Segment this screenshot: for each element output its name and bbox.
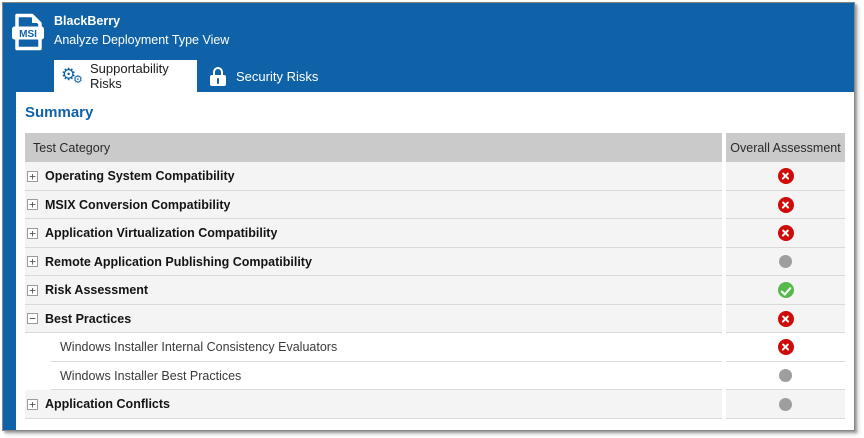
table-row: + Operating System Compatibility bbox=[25, 162, 845, 191]
overall-assessment-cell bbox=[726, 333, 845, 362]
window-subtitle: Analyze Deployment Type View bbox=[54, 33, 230, 47]
overall-assessment-cell bbox=[726, 162, 845, 191]
overall-assessment-cell bbox=[726, 390, 845, 419]
test-category-label: Risk Assessment bbox=[45, 283, 149, 298]
test-category-cell: + Application Virtualization Compatibilit… bbox=[25, 219, 722, 248]
app-window: MSI BlackBerry Analyze Deployment Type V… bbox=[2, 2, 855, 431]
tab-supportability-risks[interactable]: ⚙ ⚙ Supportability Risks bbox=[54, 60, 197, 92]
test-category-cell: Windows Installer Internal Consistency E… bbox=[25, 333, 722, 362]
overall-assessment-cell bbox=[726, 361, 845, 390]
test-category-label: Application Conflicts bbox=[45, 397, 170, 412]
test-category-cell: + Remote Application Publishing Compatibi… bbox=[25, 247, 722, 276]
fail-icon bbox=[777, 196, 794, 213]
overall-assessment-cell bbox=[726, 190, 845, 219]
test-category-label: Windows Installer Best Practices bbox=[60, 368, 242, 383]
tab-security-risks[interactable]: Security Risks bbox=[197, 60, 344, 92]
fail-icon bbox=[777, 339, 794, 356]
overall-assessment-cell bbox=[726, 276, 845, 305]
table-row: + Application Conflicts bbox=[25, 390, 845, 419]
page-title: Summary bbox=[25, 104, 94, 121]
test-category-label: Windows Installer Internal Consistency E… bbox=[60, 340, 338, 355]
expand-icon[interactable]: + bbox=[27, 398, 38, 410]
tab-label: Supportability Risks bbox=[90, 61, 169, 91]
table-row: Windows Installer Best Practices bbox=[25, 361, 845, 390]
overall-assessment-cell bbox=[726, 304, 845, 333]
test-category-label: MSIX Conversion Compatibility bbox=[45, 197, 231, 212]
expand-icon[interactable]: + bbox=[27, 284, 38, 296]
table-row: − Best Practices bbox=[25, 304, 845, 333]
expand-icon[interactable]: + bbox=[27, 256, 38, 268]
table-row: Windows Installer Internal Consistency E… bbox=[25, 333, 845, 362]
fail-icon bbox=[777, 168, 794, 185]
test-category-label: Best Practices bbox=[45, 311, 132, 326]
msi-icon-label: MSI bbox=[19, 29, 37, 40]
table-row: + Risk Assessment bbox=[25, 276, 845, 305]
expand-icon[interactable]: + bbox=[27, 199, 38, 211]
summary-table: Test Category Overall Assessment + Operat… bbox=[25, 133, 845, 419]
test-category-cell: + Operating System Compatibility bbox=[25, 162, 722, 191]
fail-icon bbox=[777, 225, 794, 242]
table-row: + Remote Application Publishing Compatibi… bbox=[25, 247, 845, 276]
pass-icon bbox=[777, 282, 794, 299]
test-category-cell: + Application Conflicts bbox=[25, 390, 722, 419]
tab-label: Security Risks bbox=[236, 68, 319, 84]
neutral-icon bbox=[779, 397, 792, 411]
test-category-label: Application Virtualization Compatibility bbox=[45, 226, 278, 241]
header-titles: BlackBerry Analyze Deployment Type View bbox=[54, 14, 229, 48]
test-category-label: Operating System Compatibility bbox=[45, 169, 235, 184]
left-accent-bar bbox=[3, 92, 16, 430]
msi-file-icon: MSI bbox=[12, 13, 44, 51]
table-body: + Operating System Compatibility + MSIX Con… bbox=[25, 162, 845, 419]
window-title: BlackBerry bbox=[54, 14, 121, 28]
fail-icon bbox=[777, 310, 794, 327]
table-row: + MSIX Conversion Compatibility bbox=[25, 190, 845, 219]
overall-assessment-cell bbox=[726, 247, 845, 276]
column-header-overall-assessment: Overall Assessment bbox=[726, 133, 845, 162]
overall-assessment-cell bbox=[726, 219, 845, 248]
expand-icon[interactable]: + bbox=[27, 170, 38, 182]
table-header-row: Test Category Overall Assessment bbox=[25, 133, 845, 162]
neutral-icon bbox=[779, 369, 792, 383]
test-category-cell: − Best Practices bbox=[25, 304, 722, 333]
test-category-cell: + MSIX Conversion Compatibility bbox=[25, 190, 722, 219]
content-area: Summary Test Category Overall Assessment… bbox=[3, 92, 854, 430]
lock-icon bbox=[210, 66, 226, 86]
test-category-cell: Windows Installer Best Practices bbox=[25, 361, 722, 390]
expand-icon[interactable]: + bbox=[27, 227, 38, 239]
test-category-label: Remote Application Publishing Compatibil… bbox=[45, 254, 312, 269]
collapse-icon[interactable]: − bbox=[27, 313, 38, 325]
window-header: MSI BlackBerry Analyze Deployment Type V… bbox=[3, 3, 854, 60]
gear-icon: ⚙ ⚙ bbox=[61, 65, 83, 86]
column-header-test-category: Test Category bbox=[25, 133, 722, 162]
table-row: + Application Virtualization Compatibilit… bbox=[25, 219, 845, 248]
tab-bar: ⚙ ⚙ Supportability Risks Security Risks bbox=[3, 60, 854, 92]
test-category-cell: + Risk Assessment bbox=[25, 276, 722, 305]
neutral-icon bbox=[779, 255, 792, 269]
